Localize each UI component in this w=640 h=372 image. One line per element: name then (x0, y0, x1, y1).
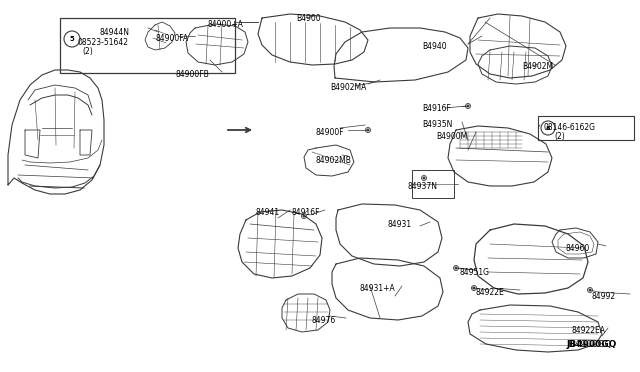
Text: 84900FB: 84900FB (175, 70, 209, 79)
Text: 08523-51642: 08523-51642 (78, 38, 129, 47)
Text: 84951G: 84951G (460, 268, 490, 277)
Text: 84900+A: 84900+A (208, 20, 244, 29)
Circle shape (423, 177, 425, 179)
Text: 8: 8 (546, 125, 550, 131)
Circle shape (467, 105, 468, 107)
Text: 84992: 84992 (592, 292, 616, 301)
Circle shape (367, 129, 369, 131)
Text: 84976: 84976 (312, 316, 336, 325)
Circle shape (455, 267, 457, 269)
Text: 5: 5 (70, 36, 74, 42)
Text: 84931+A: 84931+A (360, 284, 396, 293)
Text: 84900F: 84900F (315, 128, 344, 137)
Text: 84937N: 84937N (408, 182, 438, 191)
Text: B4940: B4940 (422, 42, 447, 51)
Text: 84941: 84941 (256, 208, 280, 217)
Text: (2): (2) (554, 132, 564, 141)
Text: B4935N: B4935N (422, 120, 452, 129)
Bar (412, 170, 454, 198)
Text: 84900FA: 84900FA (156, 34, 189, 43)
Text: 08146-6162G: 08146-6162G (544, 123, 596, 132)
Text: B4900: B4900 (296, 14, 321, 23)
Bar (60, 18, 235, 73)
Text: 84922E: 84922E (476, 288, 505, 297)
Text: 84922EA: 84922EA (572, 326, 606, 335)
Text: 84931: 84931 (388, 220, 412, 229)
Circle shape (589, 289, 591, 291)
Circle shape (303, 215, 305, 217)
Text: 84960: 84960 (566, 244, 590, 253)
Text: 84944N: 84944N (100, 28, 130, 37)
Text: B4916F: B4916F (422, 104, 451, 113)
Text: JB4900GQ: JB4900GQ (566, 340, 612, 349)
Bar (538, 116, 634, 140)
Text: B4902MA: B4902MA (330, 83, 366, 92)
Text: B4900M: B4900M (436, 132, 467, 141)
Text: JB4900GQ: JB4900GQ (566, 340, 616, 349)
Circle shape (473, 287, 475, 289)
Text: 84916F: 84916F (292, 208, 321, 217)
Text: (2): (2) (82, 47, 93, 56)
Text: B4902M: B4902M (522, 62, 553, 71)
Text: 84902MB: 84902MB (315, 156, 351, 165)
